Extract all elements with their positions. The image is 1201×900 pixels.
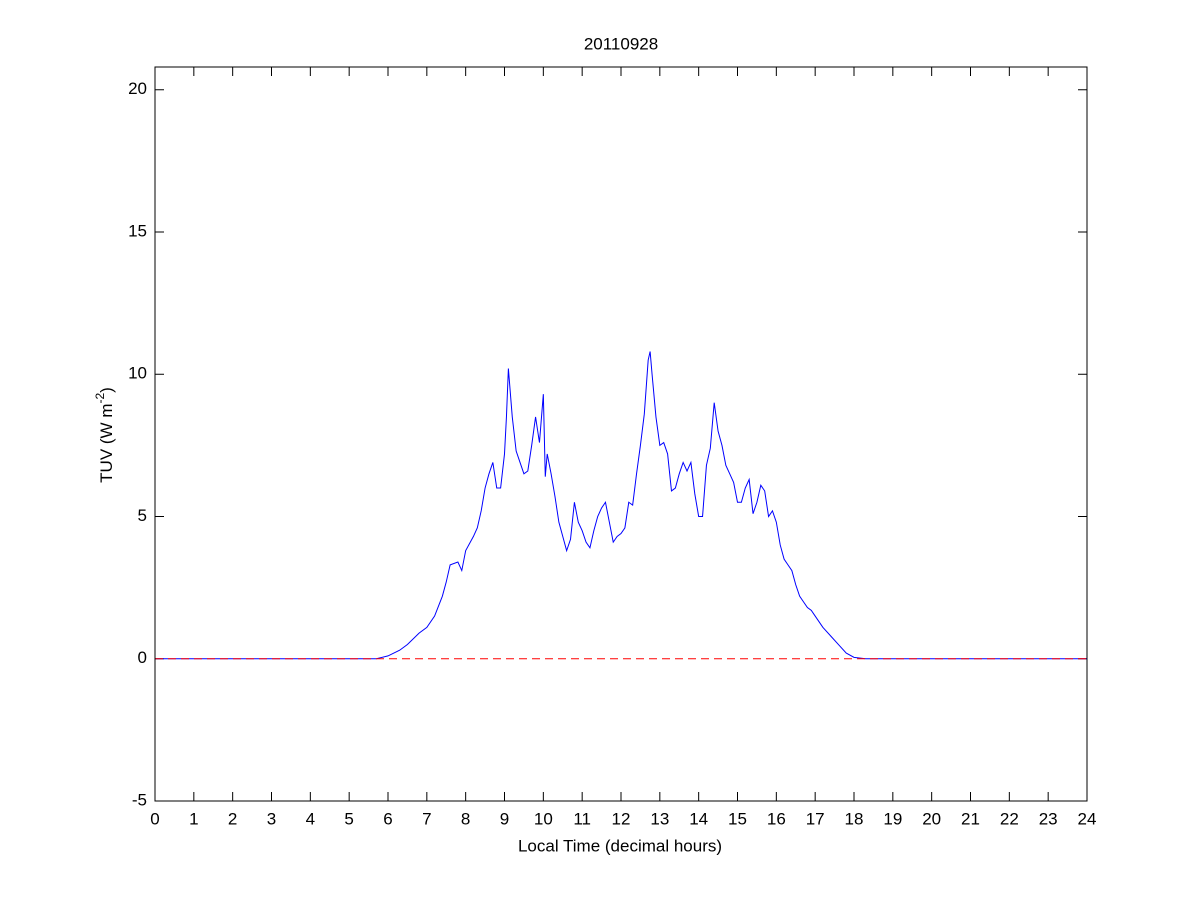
x-tick-label: 5	[344, 809, 353, 828]
x-tick-label: 10	[534, 809, 553, 828]
chart-title: 20110928	[584, 34, 658, 53]
y-tick-label: -5	[132, 790, 147, 809]
x-tick-label: 20	[922, 809, 941, 828]
y-tick-label: 10	[128, 364, 147, 383]
y-tick-label: 15	[128, 221, 147, 240]
x-tick-label: 4	[306, 809, 315, 828]
x-tick-label: 12	[612, 809, 631, 828]
x-tick-label: 14	[689, 809, 708, 828]
x-tick-label: 21	[961, 809, 980, 828]
x-tick-label: 17	[806, 809, 825, 828]
y-tick-label: 0	[138, 648, 147, 667]
x-axis-label: Local Time (decimal hours)	[518, 836, 722, 855]
plot-frame	[154, 66, 1088, 802]
x-tick-label: 9	[500, 809, 509, 828]
x-tick-label: 7	[422, 809, 431, 828]
x-tick-label: 24	[1078, 809, 1097, 828]
x-tick-label: 11	[573, 809, 591, 828]
x-tick-label: 6	[383, 809, 392, 828]
x-tick-label: 15	[728, 809, 747, 828]
x-tick-label: 1	[189, 809, 198, 828]
data-line	[155, 351, 1087, 660]
x-tick-label: 3	[267, 809, 276, 828]
x-tick-label: 23	[1039, 809, 1058, 828]
y-tick-label: 5	[138, 506, 147, 525]
x-tick-label: 22	[1000, 809, 1019, 828]
x-tick-label: 16	[767, 809, 786, 828]
x-tick-label: 13	[650, 809, 669, 828]
y-axis-label: TUV (W m-2)	[93, 387, 116, 483]
x-tick-label: 18	[845, 809, 864, 828]
x-tick-label: 8	[461, 809, 470, 828]
x-tick-label: 0	[150, 809, 159, 828]
x-tick-label: 2	[228, 809, 237, 828]
y-tick-label: 20	[128, 79, 147, 98]
x-tick-label: 19	[883, 809, 902, 828]
